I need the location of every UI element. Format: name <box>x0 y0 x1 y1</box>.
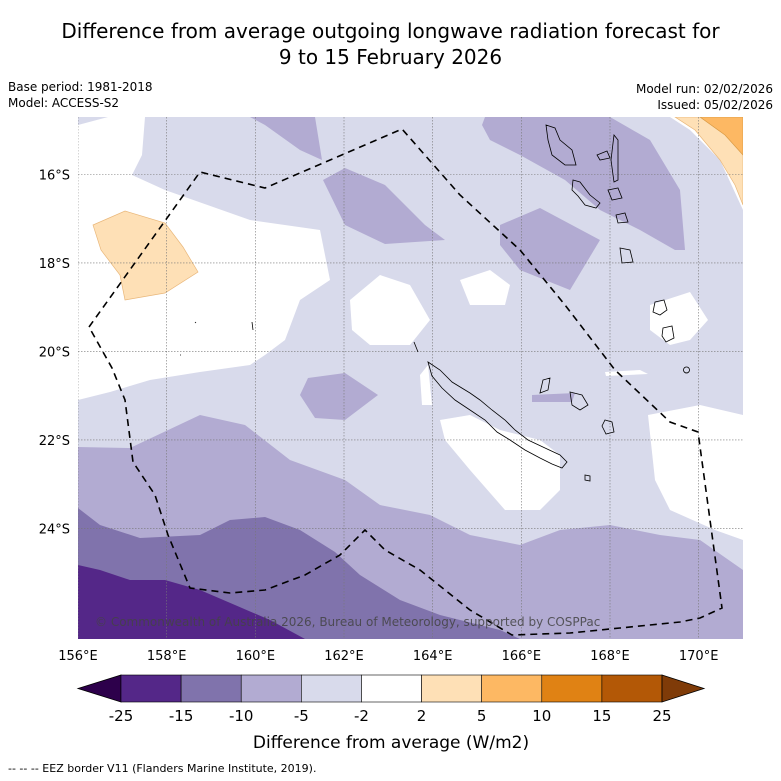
x-tick-label: 162°E <box>324 649 364 664</box>
anomaly-region-neutral <box>605 370 648 376</box>
chart-title: Difference from average outgoing longwav… <box>0 18 781 70</box>
colorbar-tick-label: 25 <box>652 707 671 725</box>
x-axis: 156°E 158°E 160°E 162°E 164°E 166°E 168°E 170°E <box>58 649 718 664</box>
y-tick-label: 22°S <box>39 434 70 449</box>
anomaly-band-5-10 <box>699 117 743 156</box>
x-tick-label: 156°E <box>58 649 98 664</box>
coastline-vanuatu <box>545 124 634 264</box>
y-tick-label: 16°S <box>39 169 70 184</box>
anomaly-region-neutral <box>440 415 560 510</box>
copyright-notice: © Commonwealth of Australia 2026, Bureau… <box>95 615 600 629</box>
x-tick-label: 166°E <box>502 649 542 664</box>
colorbar-segment <box>240 674 302 703</box>
x-tick-label: 160°E <box>236 649 276 664</box>
colorbar-tick-label: -10 <box>229 707 254 725</box>
x-tick-label: 168°E <box>590 649 630 664</box>
graticule <box>78 117 743 639</box>
colorbar-tick-label: 5 <box>477 707 487 725</box>
map-plot-area: © Commonwealth of Australia 2026, Bureau… <box>78 117 743 639</box>
anomaly-band-minus10-minus5 <box>482 117 685 250</box>
colorbar-segment <box>301 674 362 703</box>
y-tick-label: 20°S <box>39 345 70 360</box>
anomaly-band-minus10-minus5 <box>323 168 445 244</box>
anomaly-region-neutral <box>650 292 708 345</box>
coastline-southern-islands <box>584 299 690 482</box>
colorbar-tick-label: -2 <box>354 707 369 725</box>
y-axis: 16°S 18°S 20°S 22°S 24°S <box>39 169 70 538</box>
coastline-loyalty-islands <box>539 377 615 435</box>
anomaly-region-neutral <box>420 365 432 405</box>
colorbar-segment <box>601 674 663 703</box>
colorbar-segment <box>361 674 422 703</box>
anomaly-region-neutral <box>350 275 430 345</box>
meta-left: Base period: 1981-2018 Model: ACCESS-S2 <box>8 79 153 111</box>
colorbar-tick-label: 15 <box>592 707 611 725</box>
colorbar-under-arrow <box>76 674 122 703</box>
title-line-1: Difference from average outgoing longwav… <box>61 19 720 43</box>
x-tick-label: 158°E <box>147 649 187 664</box>
colorbar-tick-label: 10 <box>532 707 551 725</box>
x-tick-label: 164°E <box>413 649 453 664</box>
colorbar-tick-label: -25 <box>109 707 134 725</box>
anomaly-band-minus10-minus5 <box>500 208 600 290</box>
colorbar-over-arrow <box>661 674 706 703</box>
meta-right: Model run: 02/02/2026 Issued: 05/02/2026 <box>636 81 773 113</box>
colorbar-title: Difference from average (W/m2) <box>253 733 529 753</box>
anomaly-band-minus25-minus15 <box>78 565 305 639</box>
eez-footnote: -- -- -- EEZ border V11 (Flanders Marine… <box>8 762 317 775</box>
colorbar-segment <box>481 674 543 703</box>
colorbar: -25 -15 -10 -5 -2 2 5 10 15 25 <box>76 674 706 725</box>
model-name: Model: ACCESS-S2 <box>8 96 120 110</box>
anomaly-band-2-5 <box>674 117 743 206</box>
y-tick-label: 18°S <box>39 257 70 272</box>
anomaly-band-minus10-minus5 <box>250 117 322 160</box>
y-tick-label: 24°S <box>39 522 70 537</box>
anomaly-region-neutral <box>460 270 510 305</box>
anomaly-band-minus10-minus5 <box>300 373 378 420</box>
anomaly-region-neutral <box>648 405 743 540</box>
coastline-new-caledonia <box>427 361 568 469</box>
eez-border <box>88 128 723 636</box>
title-line-2: 9 to 15 February 2026 <box>278 45 503 69</box>
x-tick-label: 170°E <box>679 649 719 664</box>
colorbar-segment <box>421 674 482 703</box>
colorbar-tick-label: 2 <box>417 707 427 725</box>
anomaly-band-minus10-minus5 <box>532 393 575 402</box>
colorbar-segment <box>541 674 603 703</box>
colorbar-tick-label: -5 <box>294 707 309 725</box>
issued-date: Issued: 05/02/2026 <box>657 98 773 112</box>
coastlines <box>180 124 690 482</box>
colorbar-segment <box>120 674 182 703</box>
colorbar-segment <box>180 674 242 703</box>
coastline-chesterfield <box>180 321 419 356</box>
model-run: Model run: 02/02/2026 <box>635 82 773 96</box>
anomaly-region-neutral <box>78 117 330 400</box>
base-period: Base period: 1981-2018 <box>8 80 153 94</box>
anomaly-band-2-5 <box>92 210 199 301</box>
colorbar-tick-label: -15 <box>169 707 194 725</box>
